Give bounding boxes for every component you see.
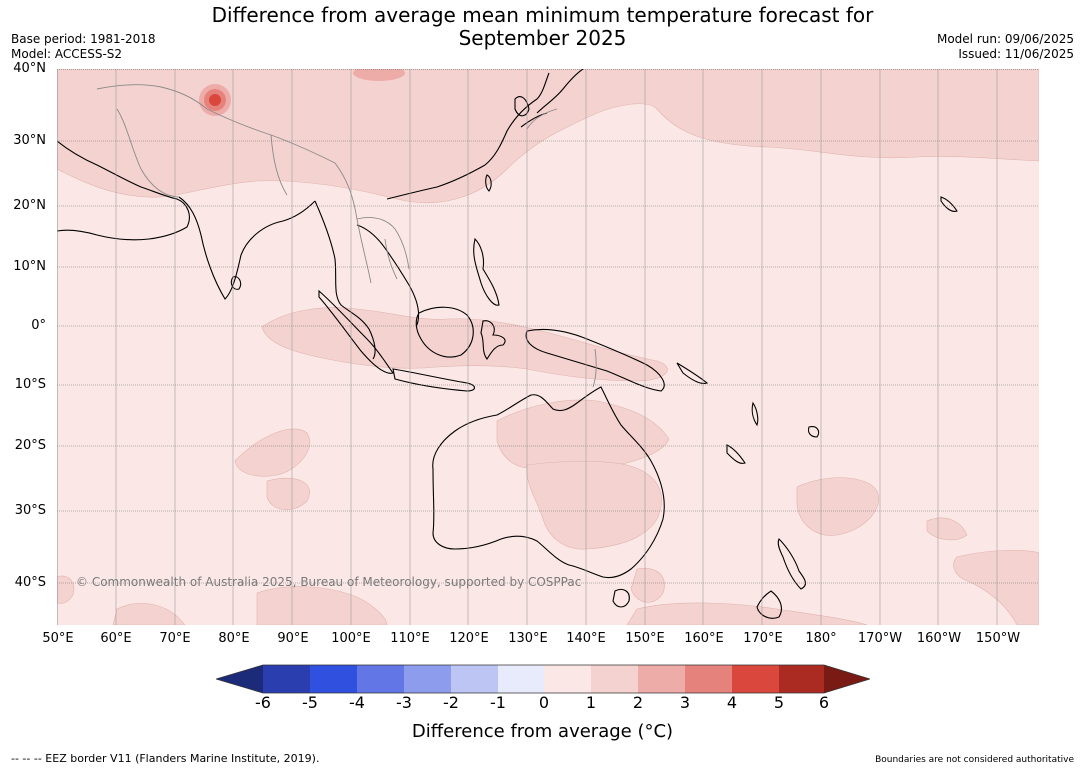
lon-label-80e: 80°E (218, 631, 250, 646)
lon-label-90e: 90°E (277, 631, 309, 646)
title-line-2: September 2025 (458, 26, 627, 50)
cbar-tick: -1 (490, 693, 506, 712)
lat-label-20s: 20°S (14, 438, 46, 453)
colorbar-label: Difference from average (°C) (411, 721, 674, 742)
cbar-tick: 0 (538, 693, 550, 712)
cbar-tick: -6 (255, 693, 271, 712)
meta-right: Model run: 09/06/2025 Issued: 11/06/2025 (937, 32, 1074, 62)
colorbar-bin (263, 665, 310, 693)
cbar-tick: 1 (585, 693, 597, 712)
colorbar-bin (498, 665, 544, 693)
warm-hotspot (199, 69, 405, 116)
lat-label-0: 0° (31, 318, 46, 333)
lon-label-170e: 170°E (743, 631, 783, 646)
colorbar-bin (451, 665, 498, 693)
colorbar-max-arrow (824, 665, 870, 693)
colorbar-bin (544, 665, 591, 693)
meta-left: Base period: 1981-2018 Model: ACCESS-S2 (11, 32, 156, 62)
lon-label-130e: 130°E (508, 631, 548, 646)
lon-label-150e: 150°E (625, 631, 665, 646)
colorbar-min-arrow (216, 665, 263, 693)
lat-label-10s: 10°S (14, 377, 46, 392)
boundaries-note: Boundaries are not considered authoritat… (875, 755, 1074, 765)
lon-label-120e: 120°E (449, 631, 489, 646)
lon-label-150w: 150°W (975, 631, 1021, 646)
country-borders (96, 84, 597, 388)
cbar-tick: -5 (302, 693, 318, 712)
colorbar-bin (310, 665, 357, 693)
cbar-tick: 5 (773, 693, 785, 712)
forecast-map: © Commonwealth of Australia 2025, Bureau… (57, 69, 1039, 625)
lat-label-10n: 10°N (13, 259, 46, 274)
copyright-notice: © Commonwealth of Australia 2025, Bureau… (76, 575, 581, 589)
cbar-tick: -3 (396, 693, 412, 712)
lon-label-140e: 140°E (566, 631, 606, 646)
lon-label-60e: 60°E (100, 631, 132, 646)
colorbar-bin (591, 665, 638, 693)
model-name: Model: ACCESS-S2 (11, 47, 123, 61)
cbar-tick: -2 (443, 693, 459, 712)
colorbar-bin (638, 665, 685, 693)
lon-label-160w: 160°W (916, 631, 962, 646)
eez-note: -- -- -- EEZ border V11 (Flanders Marine… (11, 752, 320, 765)
lon-label-180: 180° (805, 631, 837, 646)
lat-label-30n: 30°N (13, 133, 46, 148)
issued-date: Issued: 11/06/2025 (958, 47, 1074, 61)
anomaly-contours (57, 69, 1039, 625)
base-period: Base period: 1981-2018 (11, 32, 156, 46)
lon-label-100e: 100°E (331, 631, 371, 646)
lon-label-70e: 70°E (159, 631, 191, 646)
lat-label-40n: 40°N (13, 61, 46, 76)
colorbar (216, 664, 870, 694)
graticule (57, 69, 1039, 584)
meridians (57, 69, 998, 625)
colorbar-outline (216, 664, 870, 694)
model-run: Model run: 09/06/2025 (936, 32, 1074, 46)
lat-label-20n: 20°N (13, 198, 46, 213)
cbar-tick: 4 (726, 693, 738, 712)
lat-label-30s: 30°S (14, 503, 46, 518)
colorbar-bin (404, 665, 451, 693)
cbar-tick: 6 (818, 693, 830, 712)
colorbar-bin (732, 665, 779, 693)
colorbar-bin (357, 665, 404, 693)
title-line-1: Difference from average mean minimum tem… (211, 3, 874, 27)
lat-label-40s: 40°S (14, 575, 46, 590)
lon-label-160e: 160°E (684, 631, 724, 646)
map-title: Difference from average mean minimum tem… (0, 4, 1085, 50)
cbar-tick: 3 (679, 693, 691, 712)
cbar-tick: 2 (632, 693, 644, 712)
lon-label-110e: 110°E (390, 631, 430, 646)
lon-label-170w: 170°W (857, 631, 903, 646)
cbar-tick: -4 (349, 693, 365, 712)
coastlines (57, 69, 958, 619)
lon-label-50e: 50°E (42, 631, 74, 646)
colorbar-bin (685, 665, 732, 693)
colorbar-bin (779, 665, 824, 693)
